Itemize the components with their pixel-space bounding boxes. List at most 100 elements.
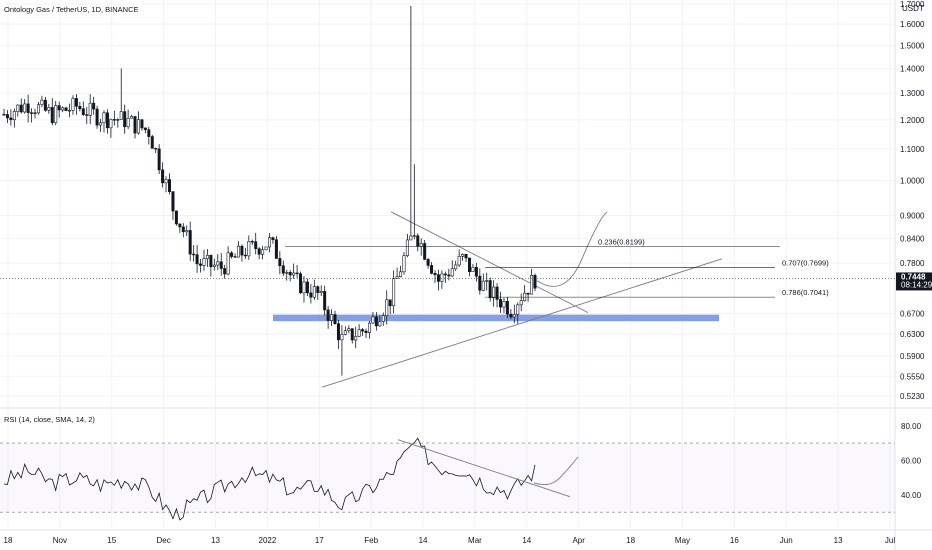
fib-levels[interactable]: 0.236(0.8199) 0.707(0.7699) 0.786(0.7041): [285, 237, 829, 298]
candle-body: [40, 99, 44, 106]
candle: [471, 264, 475, 273]
candle-body: [147, 129, 151, 137]
rsi-pane[interactable]: [0, 410, 895, 530]
candle: [50, 98, 54, 126]
candle-body: [71, 98, 75, 111]
candle: [409, 5, 413, 241]
rsi-trendline[interactable]: [397, 439, 571, 498]
price-tick-label: 1.4000: [900, 65, 925, 74]
price-tick-label: 1.3000: [900, 89, 925, 98]
drawings-layer[interactable]: [321, 211, 723, 388]
projection-curve[interactable]: [536, 211, 608, 287]
candle: [226, 246, 230, 276]
rsi-tick-label: 60.00: [901, 456, 922, 465]
candle-body: [30, 112, 34, 114]
candle: [102, 110, 106, 133]
candle: [171, 190, 175, 220]
candle-body: [133, 116, 137, 134]
price-tick-label: 1.6000: [900, 20, 925, 29]
candle-body: [264, 246, 268, 251]
time-axis[interactable]: 18 Nov 15 Dec 13 2022 17 Feb 14 Mar 14 Apr 18 May 16 Ju…: [4, 536, 896, 545]
candle: [381, 312, 385, 326]
candle: [202, 249, 206, 271]
candle: [481, 273, 485, 292]
candle-body: [130, 116, 134, 119]
candle: [30, 108, 34, 123]
price-tick-label: 0.9000: [900, 211, 925, 220]
candle-body: [171, 191, 175, 212]
rsi-axis[interactable]: 80.00 60.00 40.00: [901, 422, 922, 500]
price-tick-label: 0.8400: [900, 234, 925, 243]
candle-body: [181, 226, 185, 233]
candle: [168, 173, 172, 195]
time-tick-label: Mar: [468, 536, 482, 545]
time-tick-label: Nov: [53, 536, 67, 545]
candle: [95, 105, 99, 129]
candle: [347, 325, 351, 334]
candle-body: [88, 102, 92, 116]
candle-body: [436, 274, 440, 282]
candle-body: [295, 272, 299, 275]
price-tick-label: 1.1000: [900, 145, 925, 154]
ascending-trendline[interactable]: [321, 258, 723, 388]
candle-body: [288, 272, 292, 276]
candle: [23, 99, 27, 114]
candle-body: [195, 254, 199, 265]
candle-body: [492, 286, 496, 299]
candle: [12, 108, 16, 128]
candle: [230, 251, 234, 259]
candle: [188, 221, 192, 261]
candle-body: [502, 301, 506, 308]
candle: [19, 98, 23, 114]
candle: [509, 309, 513, 320]
candle-body: [199, 263, 203, 266]
candle-body: [247, 241, 251, 257]
candle: [43, 96, 47, 112]
descending-trendline[interactable]: [390, 211, 589, 314]
candle-body: [364, 330, 368, 333]
candle: [33, 108, 37, 119]
candle-body: [174, 210, 178, 225]
candle: [278, 251, 282, 275]
time-tick-label: 14: [419, 536, 428, 545]
candle-body: [336, 323, 340, 341]
price-axis[interactable]: 1.7000 1.6000 1.5000 1.4000 1.3000 1.2000 1.10…: [900, 0, 925, 401]
candle-body: [16, 104, 20, 112]
candle-body: [309, 292, 313, 298]
candle: [61, 106, 65, 113]
candle-body: [285, 272, 289, 274]
candle-body: [33, 112, 37, 114]
fib-level[interactable]: 0.707(0.7699): [485, 258, 829, 268]
candle: [505, 296, 509, 318]
candle: [68, 103, 72, 118]
candle-body: [361, 329, 365, 332]
candle-body: [205, 254, 209, 259]
candle: [123, 104, 127, 134]
candle-body: [116, 119, 120, 121]
candle: [274, 235, 278, 259]
candle: [326, 306, 330, 329]
candle: [261, 245, 265, 260]
candle-body: [57, 105, 61, 111]
candle: [74, 94, 78, 115]
candle-body: [350, 328, 354, 341]
price-pane[interactable]: [0, 0, 895, 408]
candle: [378, 315, 382, 327]
fib-label: 0.786(0.7041): [782, 288, 829, 297]
rsi-projection-curve[interactable]: [533, 456, 579, 485]
candle: [450, 260, 454, 278]
time-tick-label: 2022: [259, 536, 277, 545]
rsi-drawings[interactable]: [397, 439, 579, 498]
candle: [2, 108, 6, 116]
candle-body: [499, 299, 503, 308]
candle-body: [68, 109, 72, 112]
candle: [281, 260, 285, 277]
support-zone[interactable]: [273, 314, 719, 322]
fib-level[interactable]: 0.236(0.8199): [285, 237, 780, 247]
fib-level[interactable]: 0.786(0.7041): [485, 288, 829, 298]
candle: [426, 257, 430, 269]
candle: [343, 326, 347, 336]
candle: [216, 254, 220, 271]
candle-body: [395, 276, 399, 279]
